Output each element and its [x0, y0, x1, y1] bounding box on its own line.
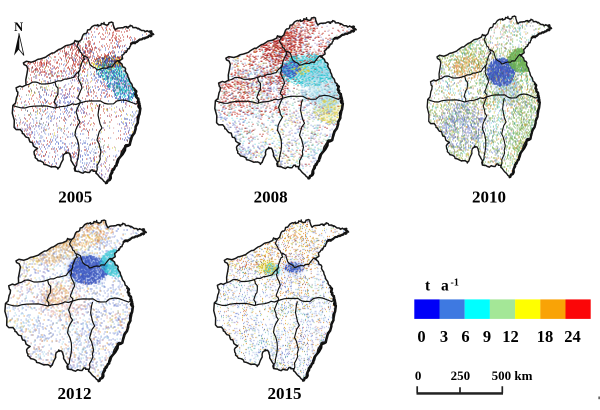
svg-text:500 km: 500 km: [492, 368, 533, 383]
svg-text:0: 0: [415, 368, 422, 383]
svg-text:t: t: [425, 278, 431, 295]
svg-text:0: 0: [417, 327, 425, 346]
svg-text:6: 6: [461, 327, 469, 346]
svg-text:250: 250: [451, 368, 471, 383]
svg-text:2008: 2008: [254, 187, 288, 206]
svg-text:2010: 2010: [472, 187, 506, 206]
svg-text:18: 18: [537, 327, 554, 346]
svg-text:12: 12: [502, 327, 519, 346]
svg-text:N: N: [14, 20, 23, 34]
svg-text:24: 24: [564, 327, 581, 346]
svg-text:2015: 2015: [268, 384, 302, 403]
svg-text:2005: 2005: [58, 187, 92, 206]
svg-text:a: a: [441, 278, 449, 295]
svg-text:9: 9: [483, 327, 491, 346]
svg-text:3: 3: [440, 327, 448, 346]
svg-text:2012: 2012: [58, 384, 92, 403]
svg-text:-1: -1: [451, 278, 459, 289]
